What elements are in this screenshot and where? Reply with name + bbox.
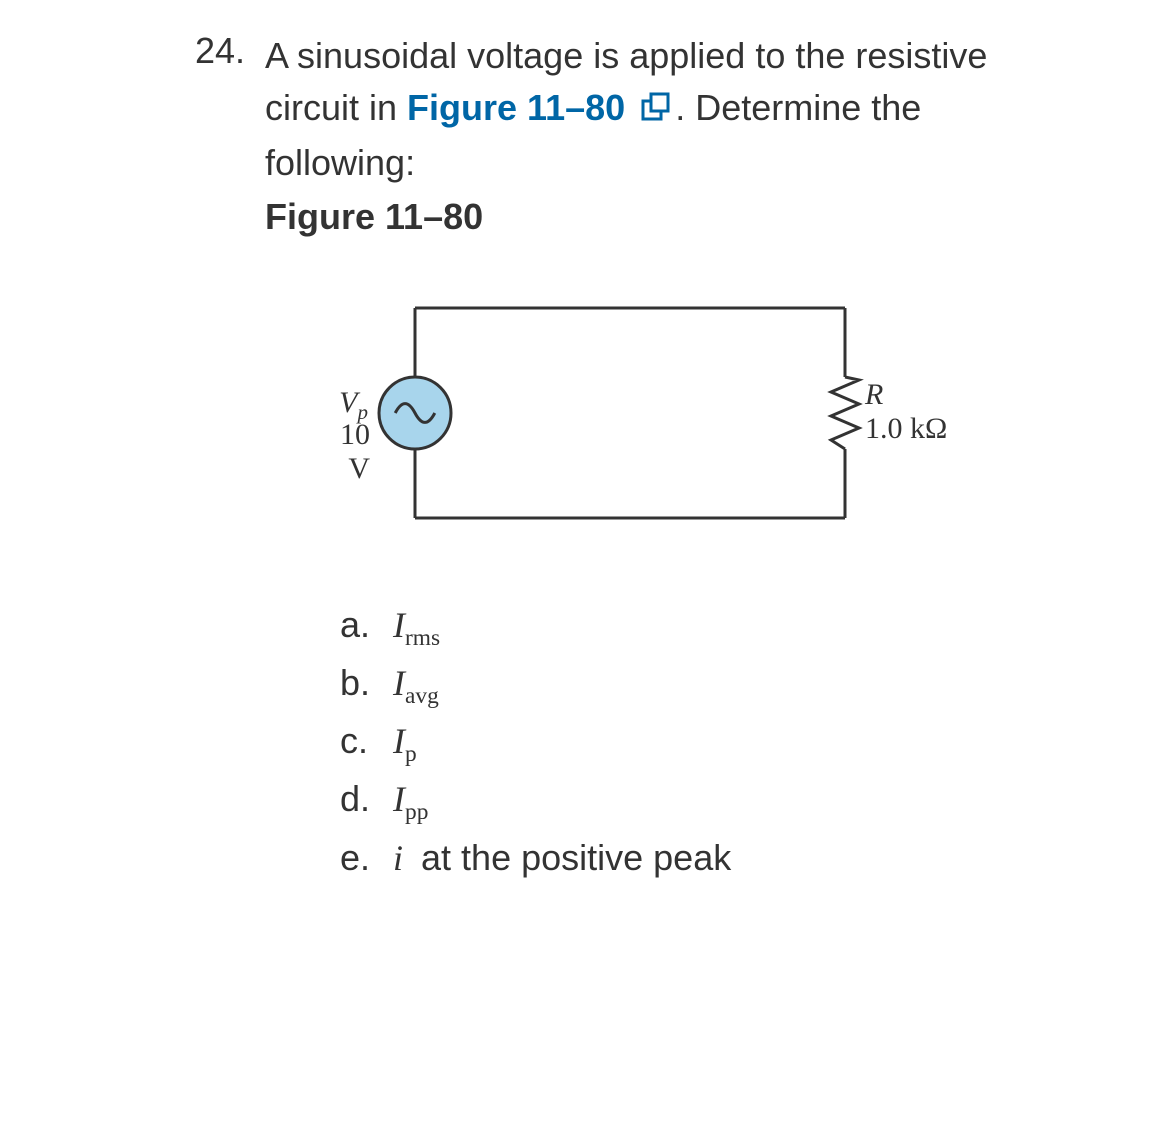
answer-symbol: Irms	[393, 598, 440, 656]
answer-letter: a.	[340, 598, 375, 652]
answer-item: c. Ip	[340, 714, 1070, 772]
source-value: 10 V	[315, 418, 370, 486]
answer-letter: b.	[340, 656, 375, 710]
answer-symbol: Ip	[393, 714, 417, 772]
circuit-diagram: Vp 10 V R 1.0 kΩ	[285, 268, 985, 558]
answer-item: a. Irms	[340, 598, 1070, 656]
resistor-label: R	[865, 378, 883, 412]
answer-item: b. Iavg	[340, 656, 1070, 714]
question-text: A sinusoidal voltage is applied to the r…	[265, 30, 1070, 190]
question-number: 24.	[190, 30, 245, 72]
answer-letter: c.	[340, 714, 375, 768]
answer-item: e. i at the positive peak	[340, 831, 1070, 885]
answer-symbol: Ipp	[393, 772, 428, 830]
figure-reference-link[interactable]: Figure 11–80	[407, 87, 675, 128]
answer-item: d. Ipp	[340, 772, 1070, 830]
answer-symbol: i	[393, 831, 403, 885]
answer-tail-text: at the positive peak	[421, 831, 731, 885]
answer-letter: d.	[340, 772, 375, 826]
answer-symbol: Iavg	[393, 656, 439, 714]
answer-list: a. Irms b. Iavg c. Ip d. Ipp e. i at the positive…	[340, 598, 1070, 885]
resistor-value: 1.0 kΩ	[865, 412, 947, 446]
answer-letter: e.	[340, 831, 375, 885]
popup-icon[interactable]	[639, 85, 671, 137]
figure-caption: Figure 11–80	[265, 196, 1070, 238]
